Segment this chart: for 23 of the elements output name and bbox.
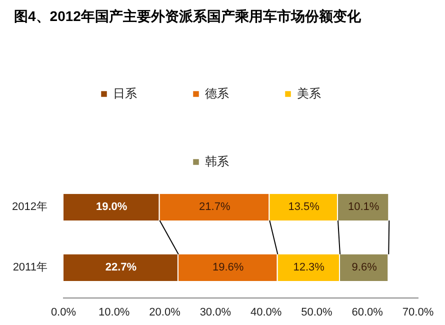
x-tick-label: 10.0% (98, 306, 130, 318)
y-tick-label: 2011年 (12, 262, 48, 274)
x-tick-label: 30.0% (200, 306, 232, 318)
data-label: 12.3% (293, 262, 325, 274)
data-label: 19.0% (96, 201, 128, 214)
data-label: 21.7% (199, 201, 230, 214)
data-label: 10.1% (348, 201, 380, 214)
data-label: 22.7% (105, 262, 137, 274)
legend-label: 美系 (297, 86, 321, 100)
x-tick-label: 20.0% (149, 306, 181, 318)
x-tick-label: 70.0% (402, 306, 434, 318)
data-label: 13.5% (288, 201, 320, 214)
x-tick-label: 0.0% (50, 306, 76, 318)
chart-title: 图4、2012年国产主要外资派系国产乘用车市场份额变化 (14, 8, 361, 26)
data-label: 9.6% (352, 262, 378, 274)
legend-label: 日系 (113, 86, 137, 100)
data-label: 19.6% (212, 262, 244, 274)
x-tick-label: 60.0% (352, 306, 384, 318)
legend-label: 韩系 (205, 154, 229, 168)
legend-label: 德系 (205, 86, 229, 100)
y-tick-label: 2012年 (12, 201, 48, 214)
x-tick-label: 50.0% (301, 306, 333, 318)
x-tick-label: 40.0% (250, 306, 282, 318)
